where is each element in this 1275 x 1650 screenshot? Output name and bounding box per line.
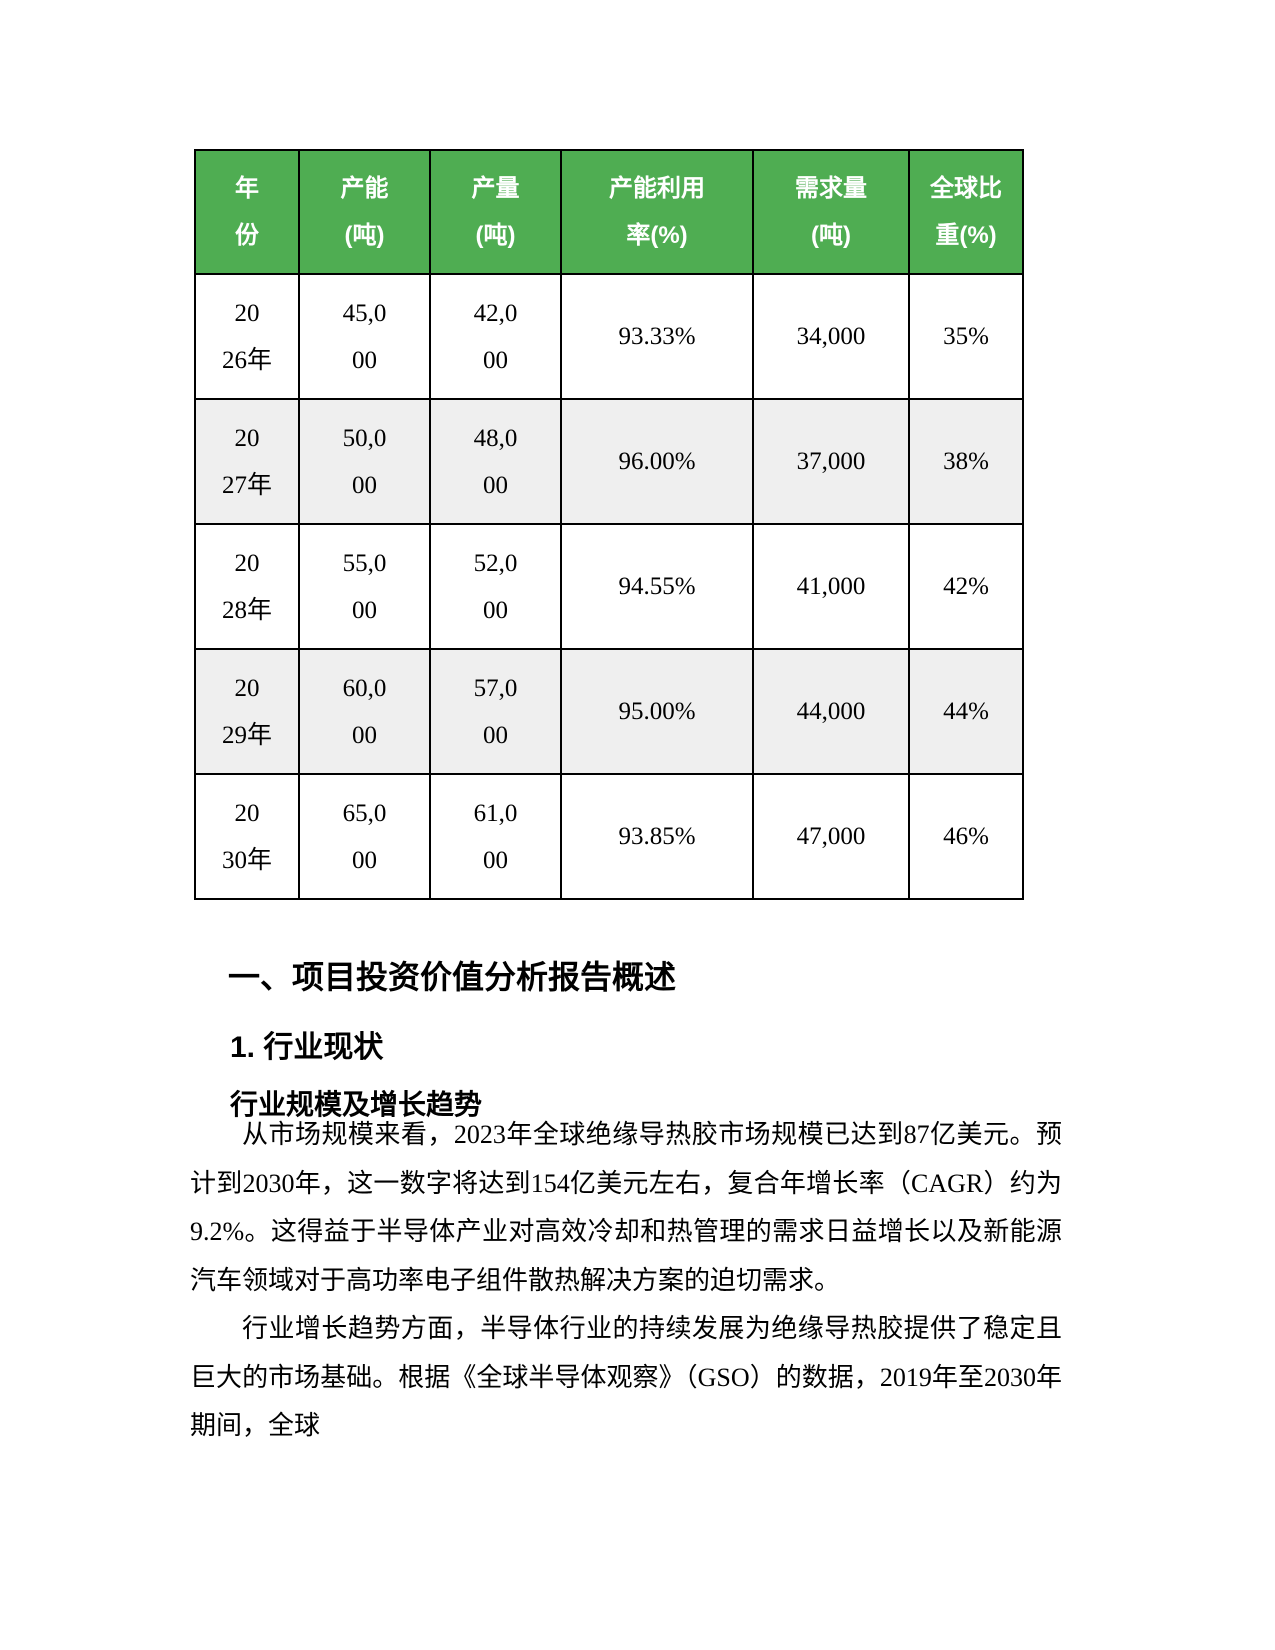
col-header-output: 产量 (吨) [429,149,562,275]
table-cell: 35% [908,273,1024,400]
table-cell: 38% [908,398,1024,525]
table-cell: 41,000 [752,523,910,650]
col-header-year: 年 份 [194,149,300,275]
table-row-2029: 20 29年 60,0 00 57,0 00 95.00% 44,000 44% [194,648,1024,775]
table-cell: 44% [908,648,1024,775]
table-cell: 44,000 [752,648,910,775]
table-cell: 47,000 [752,773,910,900]
table-cell: 37,000 [752,398,910,525]
col-header-capacity: 产能 (吨) [298,149,431,275]
table-header-row: 年 份 产能 (吨) 产量 (吨) 产能利用 率(%) 需求量 (吨) 全球比 … [194,149,1024,275]
paragraph-market-size: 从市场规模来看，2023年全球绝缘导热胶市场规模已达到87亿美元。预计到2030… [190,1120,1062,1295]
col-header-global-share: 全球比 重(%) [908,149,1024,275]
table-cell: 57,0 00 [429,648,562,775]
table-cell: 93.33% [560,273,754,400]
table-cell: 52,0 00 [429,523,562,650]
table-cell: 45,0 00 [298,273,431,400]
table-cell: 48,0 00 [429,398,562,525]
table-cell: 34,000 [752,273,910,400]
table-row-2030: 20 30年 65,0 00 61,0 00 93.85% 47,000 46% [194,773,1024,900]
table-cell: 50,0 00 [298,398,431,525]
capacity-forecast-table: 年 份 产能 (吨) 产量 (吨) 产能利用 率(%) 需求量 (吨) 全球比 … [194,149,1024,900]
paragraph-growth-trend: 行业增长趋势方面，半导体行业的持续发展为绝缘导热胶提供了稳定且巨大的市场基础。根… [190,1314,1062,1440]
table-cell: 20 27年 [194,398,300,525]
table-cell: 96.00% [560,398,754,525]
table-cell: 20 28年 [194,523,300,650]
table-cell: 95.00% [560,648,754,775]
table-cell: 20 26年 [194,273,300,400]
col-header-demand: 需求量 (吨) [752,149,910,275]
table-cell: 20 29年 [194,648,300,775]
table-cell: 55,0 00 [298,523,431,650]
table-cell: 61,0 00 [429,773,562,900]
heading-report-overview: 一、项目投资价值分析报告概述 [228,959,677,995]
table-cell: 42% [908,523,1024,650]
table-row-2028: 20 28年 55,0 00 52,0 00 94.55% 41,000 42% [194,523,1024,650]
table-cell: 42,0 00 [429,273,562,400]
table-cell: 65,0 00 [298,773,431,900]
table-cell: 60,0 00 [298,648,431,775]
table-row-2027: 20 27年 50,0 00 48,0 00 96.00% 37,000 38% [194,398,1024,525]
heading-industry-scale-trend: 行业规模及增长趋势 [230,1089,483,1120]
table-row-2026: 20 26年 45,0 00 42,0 00 93.33% 34,000 35% [194,273,1024,400]
heading-industry-status: 1. 行业现状 [230,1031,384,1064]
col-header-utilization: 产能利用 率(%) [560,149,754,275]
table-cell: 94.55% [560,523,754,650]
table-cell: 93.85% [560,773,754,900]
table-cell: 20 30年 [194,773,300,900]
table-cell: 46% [908,773,1024,900]
